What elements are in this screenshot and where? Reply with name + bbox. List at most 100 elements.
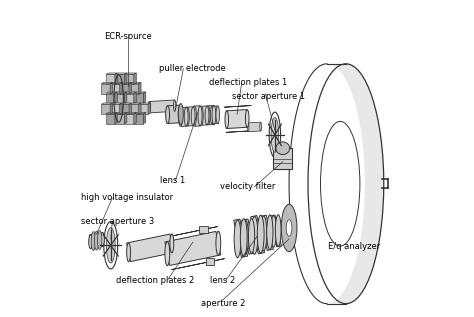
Polygon shape [130,82,141,84]
Text: puller electrode: puller electrode [159,64,226,73]
Ellipse shape [100,232,104,246]
Polygon shape [125,92,137,93]
Polygon shape [224,106,251,107]
Text: sector aperture 1: sector aperture 1 [232,93,305,101]
Polygon shape [110,82,113,94]
Ellipse shape [286,220,292,236]
Polygon shape [199,226,208,233]
Ellipse shape [216,111,217,119]
Ellipse shape [242,220,248,255]
FancyBboxPatch shape [273,148,292,169]
Ellipse shape [271,118,279,152]
Ellipse shape [281,227,282,233]
Polygon shape [135,92,146,93]
Text: ECR-source: ECR-source [104,32,152,42]
Polygon shape [260,215,273,250]
Polygon shape [89,233,104,249]
Polygon shape [129,103,132,114]
Polygon shape [125,93,134,103]
Polygon shape [115,92,118,103]
Ellipse shape [320,121,360,246]
Polygon shape [120,104,129,114]
Text: aperture 2: aperture 2 [201,299,245,307]
Polygon shape [106,92,118,93]
Text: deflection plates 1: deflection plates 1 [209,78,287,87]
Polygon shape [111,84,119,94]
Ellipse shape [200,106,203,125]
Polygon shape [173,110,187,120]
Polygon shape [130,103,141,104]
Polygon shape [116,73,127,74]
Ellipse shape [181,113,182,121]
Ellipse shape [275,215,281,246]
Ellipse shape [216,231,221,255]
Ellipse shape [269,112,281,158]
Polygon shape [208,106,215,125]
Ellipse shape [210,106,214,124]
Polygon shape [116,74,124,84]
Polygon shape [172,259,225,270]
Polygon shape [115,113,118,124]
Ellipse shape [173,100,176,111]
Polygon shape [111,82,122,84]
Polygon shape [135,93,143,103]
Ellipse shape [127,243,130,262]
Ellipse shape [212,106,216,125]
Ellipse shape [281,204,297,252]
Polygon shape [134,92,137,103]
Polygon shape [125,114,134,124]
Polygon shape [206,258,214,265]
Polygon shape [134,113,137,124]
Polygon shape [125,113,137,114]
Ellipse shape [271,216,276,247]
Text: high voltage insulator: high voltage insulator [81,193,173,203]
Ellipse shape [94,231,99,250]
Ellipse shape [185,107,189,126]
Ellipse shape [205,106,209,125]
Polygon shape [106,93,115,103]
Polygon shape [111,103,122,104]
Polygon shape [251,216,264,254]
Ellipse shape [276,142,290,155]
Polygon shape [135,113,146,114]
Polygon shape [143,113,146,124]
Polygon shape [242,219,255,254]
Polygon shape [124,92,127,103]
Polygon shape [106,113,118,114]
Polygon shape [148,103,151,114]
Text: sector aperture 3: sector aperture 3 [81,217,154,226]
Ellipse shape [206,106,210,125]
Polygon shape [149,100,175,113]
Ellipse shape [260,122,262,131]
Ellipse shape [191,107,195,126]
Polygon shape [125,74,134,84]
Polygon shape [111,104,119,114]
Polygon shape [119,103,122,114]
Polygon shape [124,73,127,84]
Ellipse shape [185,110,188,120]
Ellipse shape [237,236,239,242]
Ellipse shape [192,106,196,126]
Polygon shape [165,231,221,265]
Polygon shape [135,114,143,124]
Polygon shape [234,219,247,257]
Ellipse shape [165,242,170,266]
Polygon shape [115,73,118,84]
Ellipse shape [198,106,202,126]
Polygon shape [226,131,253,133]
Ellipse shape [234,220,241,258]
Polygon shape [138,82,141,94]
Ellipse shape [165,106,170,124]
Polygon shape [110,103,113,114]
Ellipse shape [179,107,182,126]
Polygon shape [127,234,174,262]
Polygon shape [101,84,110,94]
Polygon shape [101,82,113,84]
Polygon shape [106,114,115,124]
Polygon shape [180,107,187,126]
Ellipse shape [106,228,115,263]
Ellipse shape [148,101,151,113]
Text: lens 2: lens 2 [210,275,236,285]
Ellipse shape [104,222,118,269]
Polygon shape [116,93,124,103]
